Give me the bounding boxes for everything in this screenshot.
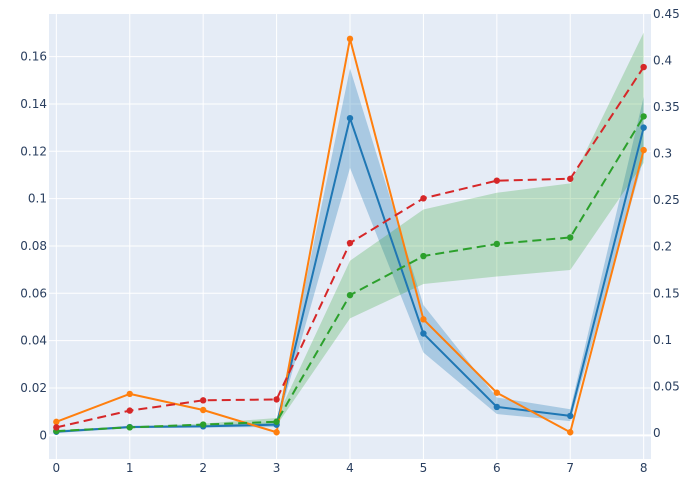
- x-axis-ticks: 0 1 2 3 4 5 6 7 8: [53, 461, 648, 475]
- series-1-point: [567, 429, 574, 436]
- series-3-point: [420, 195, 427, 202]
- series-1-point: [420, 316, 427, 323]
- series-3-point: [640, 63, 647, 71]
- series-2-point: [493, 240, 501, 248]
- y-right-tick-label: 0.3: [653, 147, 672, 161]
- series-0-point: [420, 330, 427, 337]
- y-right-tick-label: 0.1: [653, 333, 672, 347]
- y-left-tick-label: 0.14: [20, 97, 47, 111]
- y-left-tick-label: 0.08: [20, 239, 47, 253]
- series-1-point: [199, 406, 207, 414]
- series-1-point: [346, 35, 354, 43]
- y-right-tick-label: 0: [653, 426, 661, 440]
- series-3-point: [126, 407, 133, 414]
- y-left-tick-label: 0.1: [28, 192, 47, 206]
- y-right-tick-label: 0.25: [653, 193, 680, 207]
- series-2-point: [126, 424, 133, 431]
- series-2-point: [640, 113, 647, 120]
- series-1-point: [53, 418, 60, 426]
- series-1-point: [493, 389, 501, 396]
- y-left-tick-label: 0.04: [20, 334, 47, 348]
- y-axis-right-ticks: 0 0.05 0.1 0.15 0.2 0.25 0.3 0.35 0.4 0.45: [653, 7, 680, 440]
- series-3-point: [199, 397, 207, 404]
- series-0-point: [493, 403, 501, 411]
- series-points: [53, 35, 647, 436]
- series-2-point: [420, 252, 427, 260]
- x-tick-label: 8: [640, 461, 648, 475]
- series-1-point: [273, 429, 280, 436]
- series-2-point: [199, 421, 207, 428]
- series-0-band: [56, 68, 644, 433]
- series-3-point: [567, 175, 574, 182]
- series-0-point: [567, 412, 574, 420]
- x-tick-label: 1: [126, 461, 134, 475]
- x-tick-label: 6: [493, 461, 501, 475]
- y-left-tick-label: 0.02: [20, 381, 47, 395]
- series-2-point: [567, 234, 574, 241]
- y-right-tick-label: 0.05: [653, 379, 680, 393]
- series-2-point: [346, 291, 354, 299]
- y-right-tick-label: 0.15: [653, 286, 680, 300]
- y-axis-left-ticks: 0 0.02 0.04 0.06 0.08 0.1 0.12 0.14 0.16: [20, 50, 47, 443]
- series-3-point: [273, 396, 280, 403]
- series-1-point: [640, 146, 647, 154]
- y-left-tick-label: 0.16: [20, 50, 47, 64]
- series-0-point: [346, 114, 354, 122]
- y-gridlines: [49, 56, 651, 389]
- y-left-tick-label: 0.06: [20, 286, 47, 300]
- series-2-point: [273, 418, 280, 425]
- y-right-tick-label: 0.35: [653, 100, 680, 114]
- series-3-point: [346, 239, 354, 247]
- x-tick-label: 2: [199, 461, 207, 475]
- series-3-point: [493, 177, 501, 184]
- y-left-tick-label: 0: [39, 428, 47, 442]
- series-2-band: [56, 32, 644, 433]
- x-tick-label: 7: [566, 461, 574, 475]
- x-gridlines: [55, 14, 645, 459]
- series-1-point: [126, 390, 133, 398]
- series-0-point: [640, 124, 647, 131]
- y-right-tick-label: 0.4: [653, 54, 672, 68]
- x-tick-label: 5: [420, 461, 428, 475]
- x-tick-label: 3: [273, 461, 281, 475]
- y-right-tick-label: 0.2: [653, 240, 672, 254]
- confidence-bands: [56, 32, 644, 433]
- x-tick-label: 4: [346, 461, 354, 475]
- y-left-tick-label: 0.12: [20, 144, 47, 158]
- y-right-tick-label: 0.45: [653, 7, 680, 21]
- series-3-point: [53, 424, 60, 431]
- x-tick-label: 0: [53, 461, 61, 475]
